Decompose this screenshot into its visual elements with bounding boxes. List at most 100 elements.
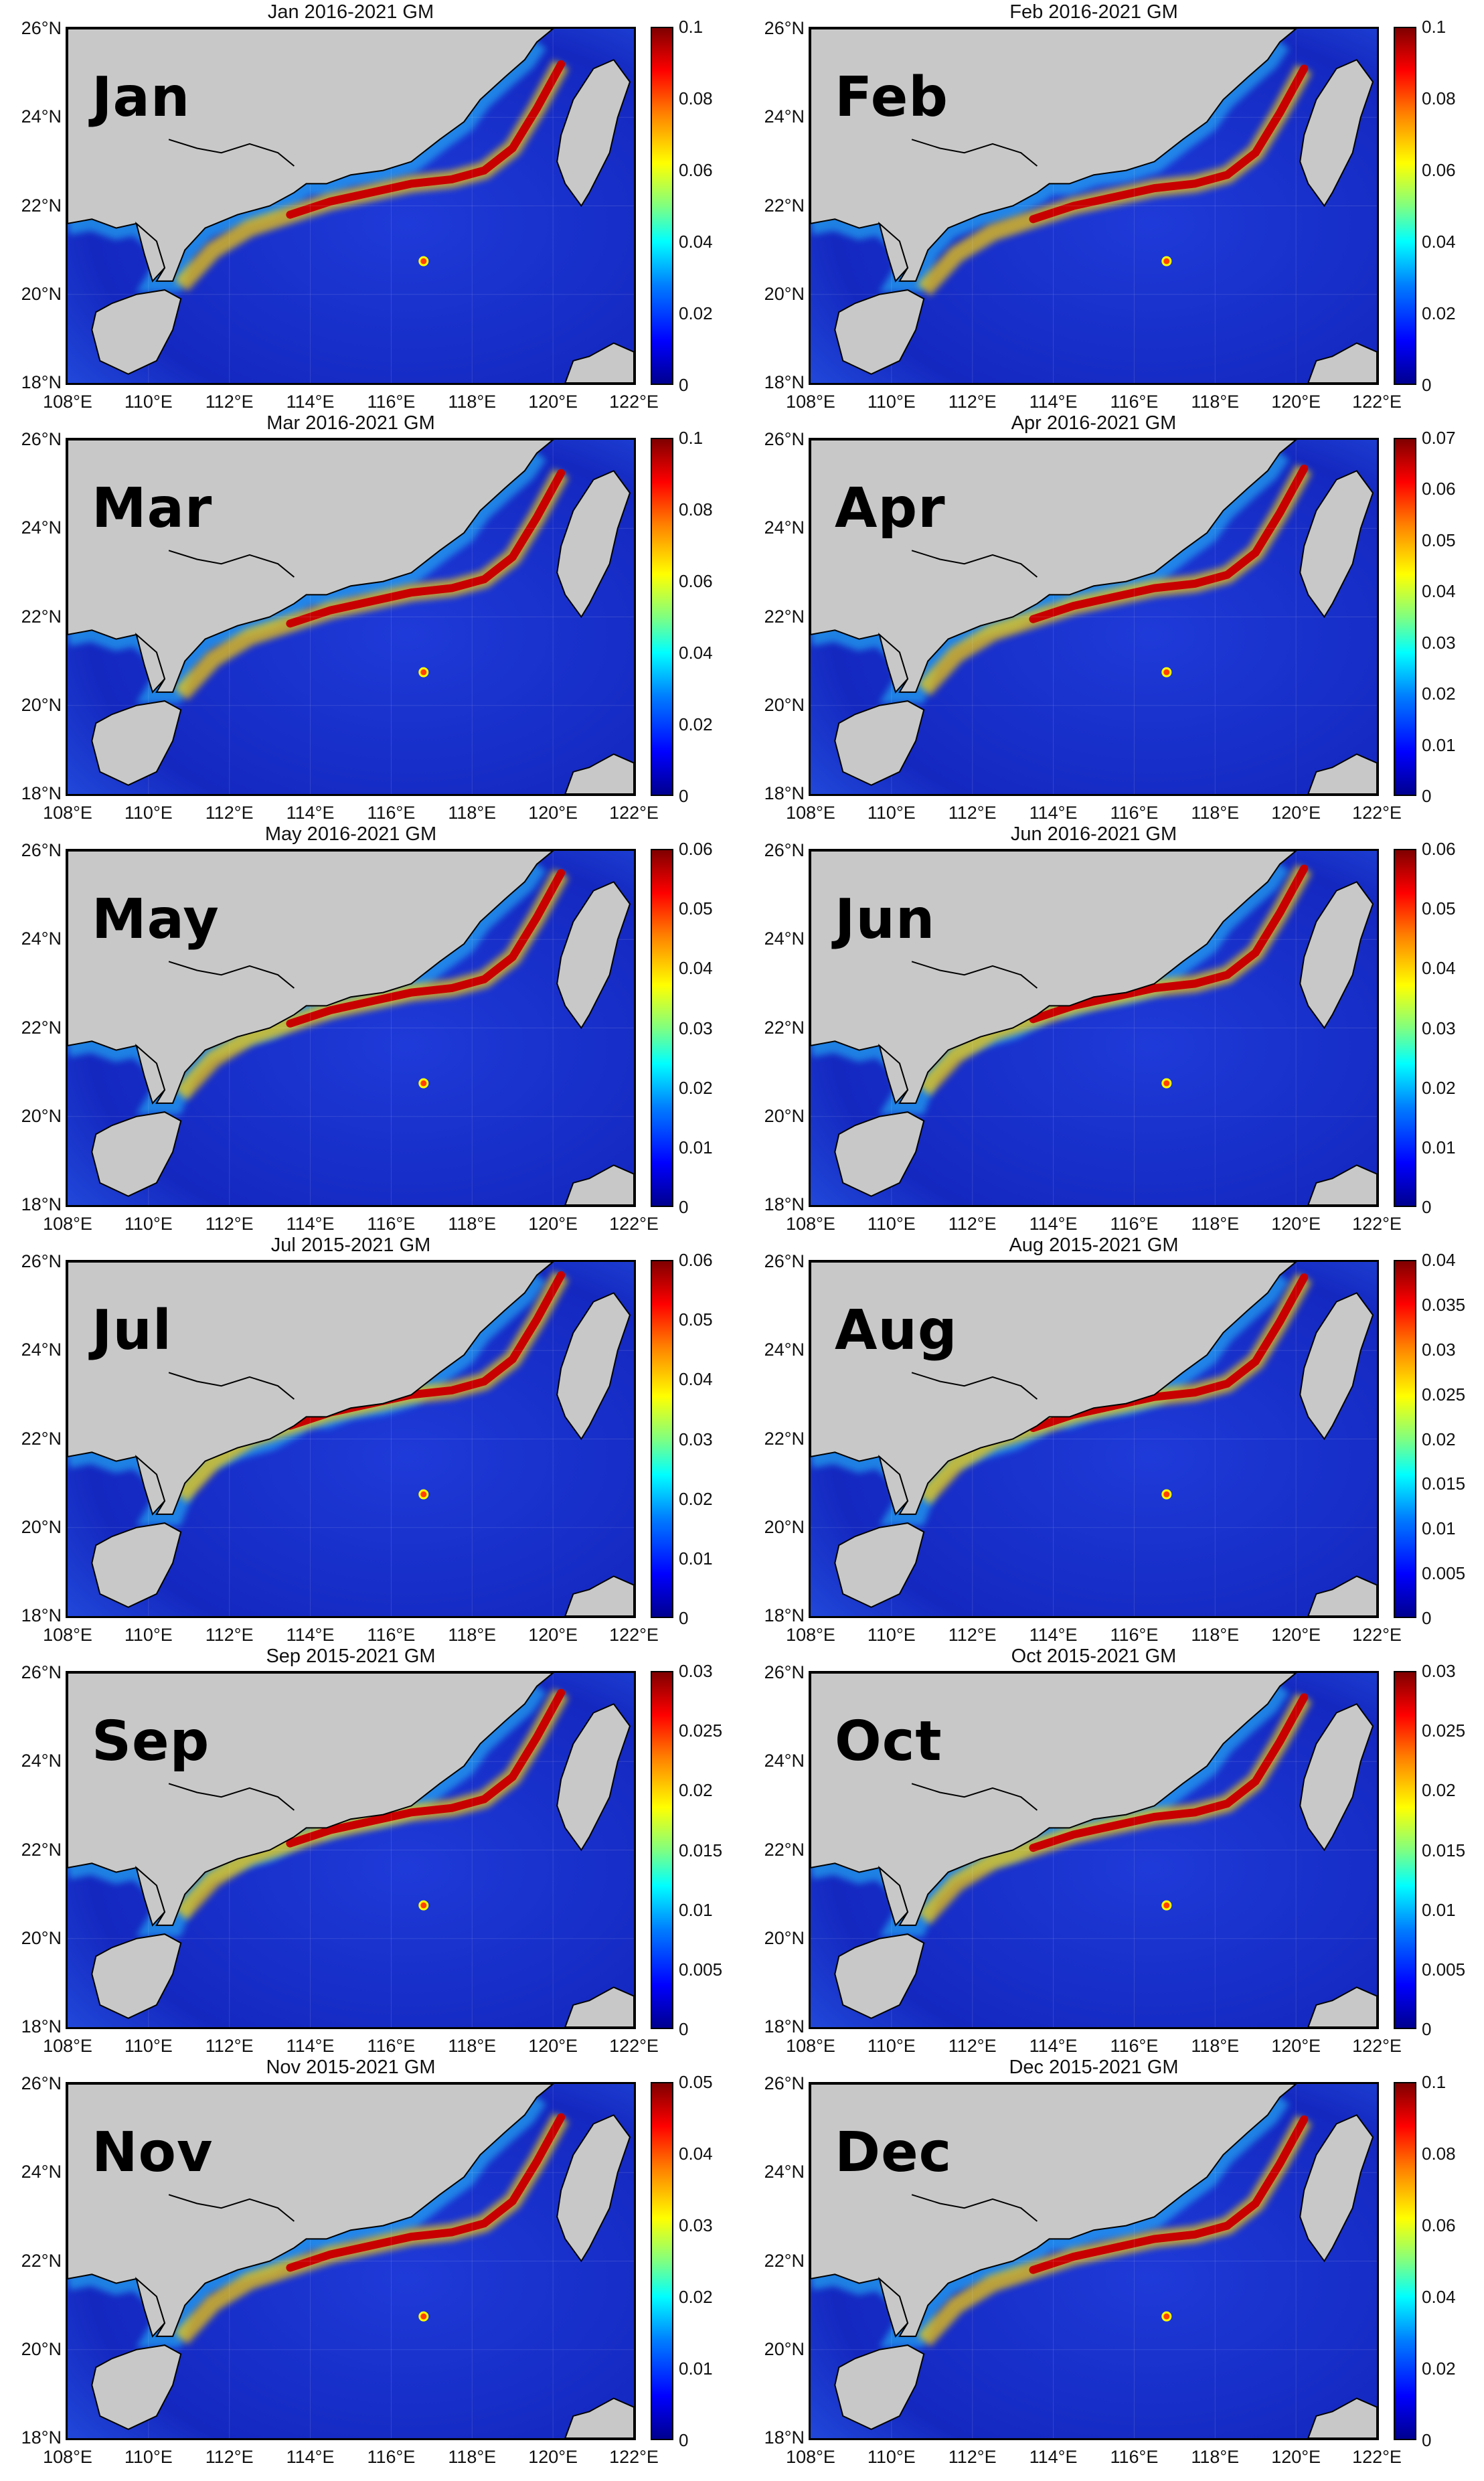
map-frame: Jan bbox=[66, 27, 636, 385]
inland-boundary-line bbox=[168, 2194, 295, 2222]
colorbar-tick-label: 0.04 bbox=[679, 232, 713, 252]
map-panel-aug: Aug 2015-2021 GM Aug 26°N 24°N 22°N 20°N 18°N 1… bbox=[743, 1233, 1465, 1645]
leizhou-land bbox=[878, 1865, 909, 1927]
x-tick-label: 116°E bbox=[367, 2447, 416, 2467]
front-band-core bbox=[286, 469, 566, 628]
x-tick-label: 110°E bbox=[124, 2447, 173, 2467]
y-tick-label: 24°N bbox=[764, 1751, 805, 1771]
colorbar-tick-label: 0.05 bbox=[679, 1309, 713, 1330]
y-tick-label: 18°N bbox=[21, 1605, 62, 1625]
front-band-core bbox=[286, 1688, 566, 1848]
colorbar-tick-label: 0 bbox=[1422, 2019, 1432, 2039]
leizhou-land bbox=[878, 221, 909, 283]
colorbar-tick-label: 0.06 bbox=[679, 839, 713, 859]
y-tick-label: 20°N bbox=[764, 1105, 805, 1126]
colorbar-tick-label: 0.03 bbox=[679, 1018, 713, 1038]
colorbar-tick-label: 0.03 bbox=[1422, 1661, 1456, 1681]
y-tick-label: 20°N bbox=[21, 1516, 62, 1537]
colorbar-tick-label: 0.025 bbox=[1422, 1384, 1466, 1405]
panel-title: Jun 2016-2021 GM bbox=[1010, 823, 1177, 845]
inland-boundary-line bbox=[911, 550, 1038, 578]
x-tick-label: 122°E bbox=[1352, 1625, 1402, 1645]
x-tick-label: 112°E bbox=[205, 1214, 254, 1234]
x-tick-label: 112°E bbox=[948, 1625, 997, 1645]
colorbar-tick-label: 0 bbox=[679, 786, 689, 806]
x-tick-label: 118°E bbox=[1191, 1625, 1240, 1645]
x-tick-label: 122°E bbox=[609, 392, 659, 412]
map-canvas bbox=[68, 2084, 634, 2438]
y-tick-label: 24°N bbox=[764, 517, 805, 538]
y-tick-label: 22°N bbox=[21, 606, 62, 627]
x-tick-label: 116°E bbox=[1110, 392, 1159, 412]
x-tick-label: 118°E bbox=[448, 2447, 497, 2467]
x-tick-label: 120°E bbox=[528, 1625, 578, 1645]
y-tick-label: 26°N bbox=[21, 1662, 62, 1682]
inland-boundary-line bbox=[911, 139, 1038, 167]
colorbar-tick-label: 0.02 bbox=[1422, 1780, 1456, 1801]
x-tick-label: 110°E bbox=[867, 803, 916, 823]
colorbar-tick-label: 0.08 bbox=[1422, 2144, 1456, 2164]
inland-boundary-line bbox=[168, 1372, 295, 1400]
front-band-core bbox=[286, 2113, 566, 2272]
hainan-land bbox=[834, 289, 925, 375]
island-hotspot bbox=[418, 256, 429, 266]
map-panel-dec: Dec 2015-2021 GM Dec 26°N 24°N 22°N 20°N 18°N 1… bbox=[743, 2055, 1456, 2467]
month-label: Jan bbox=[92, 66, 191, 129]
y-tick-label: 26°N bbox=[764, 2073, 805, 2093]
x-tick-label: 118°E bbox=[1191, 1214, 1240, 1234]
x-tick-label: 120°E bbox=[1271, 1214, 1321, 1234]
colorbar-tick-label: 0.1 bbox=[679, 17, 704, 37]
island-hotspot bbox=[1161, 2311, 1172, 2322]
x-tick-label: 108°E bbox=[43, 2447, 92, 2467]
colorbar-tick-label: 0.08 bbox=[679, 88, 713, 108]
y-tick-label: 20°N bbox=[764, 1516, 805, 1537]
x-tick-label: 122°E bbox=[609, 803, 659, 823]
month-label: Oct bbox=[835, 1710, 942, 1773]
colorbar-tick-label: 0.02 bbox=[1422, 2358, 1456, 2379]
y-tick-label: 18°N bbox=[21, 2427, 62, 2448]
y-tick-label: 20°N bbox=[21, 694, 62, 715]
y-tick-label: 22°N bbox=[21, 1839, 62, 1860]
x-tick-label: 108°E bbox=[786, 1625, 835, 1645]
colorbar-tick-label: 0 bbox=[1422, 2430, 1432, 2450]
colorbar-tick-label: 0.08 bbox=[679, 499, 713, 519]
luzon-land bbox=[1307, 1164, 1377, 1205]
colorbar-tick-label: 0.01 bbox=[679, 1899, 713, 1920]
x-tick-label: 118°E bbox=[448, 392, 497, 412]
leizhou-land bbox=[135, 1043, 166, 1105]
x-tick-label: 116°E bbox=[1110, 1625, 1159, 1645]
map-panel-jul: Jul 2015-2021 GM Jul 26°N 24°N 22°N 20°N 18°N 1… bbox=[0, 1233, 713, 1645]
colorbar-tick-label: 0.03 bbox=[1422, 1018, 1456, 1038]
y-tick-label: 18°N bbox=[21, 1194, 62, 1214]
map-panel-jun: Jun 2016-2021 GM Jun 26°N 24°N 22°N 20°N 18°N 1… bbox=[743, 822, 1456, 1234]
colorbar-tick-label: 0.06 bbox=[679, 160, 713, 180]
leizhou-land bbox=[135, 1865, 166, 1927]
x-tick-label: 108°E bbox=[786, 1214, 835, 1234]
colorbar bbox=[651, 2082, 673, 2440]
panel-title: Apr 2016-2021 GM bbox=[1011, 412, 1177, 434]
x-tick-label: 114°E bbox=[286, 1625, 335, 1645]
x-tick-label: 108°E bbox=[786, 392, 835, 412]
x-tick-label: 122°E bbox=[609, 2036, 659, 2056]
y-tick-label: 18°N bbox=[764, 372, 805, 392]
map-canvas bbox=[811, 1673, 1377, 2027]
colorbar-tick-label: 0.02 bbox=[1422, 1429, 1456, 1449]
colorbar-tick-label: 0.02 bbox=[679, 1077, 713, 1098]
x-tick-label: 112°E bbox=[205, 2447, 254, 2467]
y-tick-label: 18°N bbox=[21, 372, 62, 392]
hainan-land bbox=[91, 289, 182, 375]
x-tick-label: 118°E bbox=[1191, 2447, 1240, 2467]
x-tick-label: 116°E bbox=[1110, 1214, 1159, 1234]
colorbar-tick-label: 0.04 bbox=[679, 958, 713, 979]
front-band-core bbox=[286, 60, 566, 219]
luzon-land bbox=[564, 2397, 634, 2438]
inland-boundary-line bbox=[911, 1783, 1038, 1811]
y-tick-label: 18°N bbox=[764, 783, 805, 803]
luzon-land bbox=[1307, 1575, 1377, 1616]
colorbar bbox=[651, 849, 673, 1207]
x-tick-label: 116°E bbox=[367, 1214, 416, 1234]
map-canvas bbox=[811, 440, 1377, 794]
leizhou-land bbox=[135, 1454, 166, 1516]
y-tick-label: 22°N bbox=[764, 1839, 805, 1860]
y-tick-label: 22°N bbox=[764, 195, 805, 216]
